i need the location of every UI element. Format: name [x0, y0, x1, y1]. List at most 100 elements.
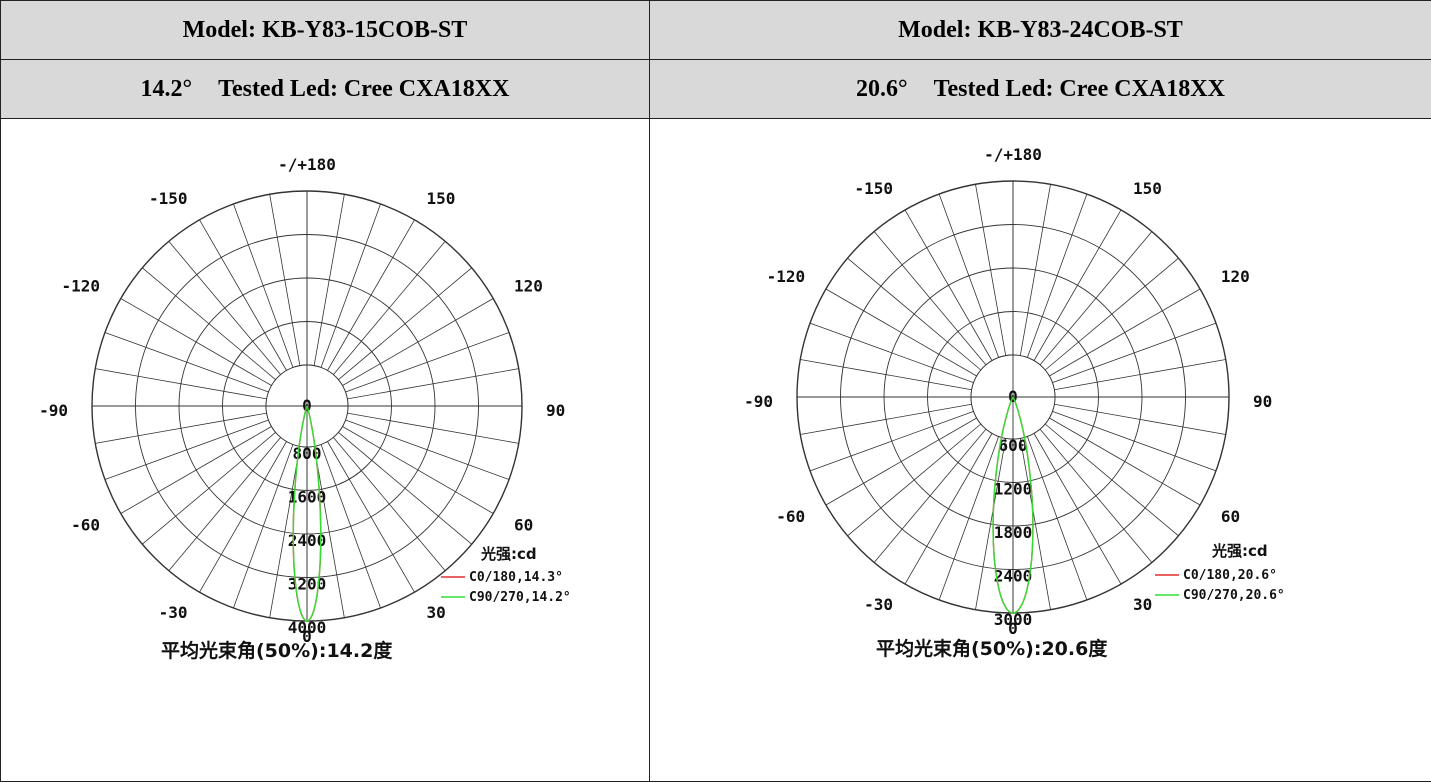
model-cell-2: Model: KB-Y83-24COB-ST — [649, 0, 1431, 60]
chart-cell-2: -/+180 -150 150 -120 120 -90 90 -60 60 -30 30 0 0 600… — [649, 118, 1431, 782]
grid-spoke — [233, 444, 294, 609]
chart-cell-1: -/+180 -150 150 -120 120 -90 90 -60 60 -30 30 0 0 800… — [0, 118, 650, 782]
intensity-unit-label: 光强:cd — [1211, 542, 1268, 560]
grid-spoke — [1019, 438, 1051, 610]
grid-spoke — [269, 446, 301, 618]
chart-row: -/+180 -150 150 -120 120 -90 90 -60 60 -30 30 0 0 800… — [0, 118, 1431, 782]
grid-spoke — [1049, 417, 1201, 506]
grid-spoke — [104, 332, 269, 393]
grid-spoke — [347, 368, 519, 400]
grid-spoke — [233, 203, 294, 368]
grid-spoke — [873, 231, 987, 366]
grid-spoke — [809, 410, 974, 472]
angle-label: -30 — [864, 595, 893, 614]
radial-tick-label: 0 — [302, 396, 312, 415]
radial-tick-label: 600 — [999, 436, 1028, 455]
grid-spoke — [327, 441, 415, 593]
grid-spoke — [342, 298, 494, 386]
angle-label: -60 — [776, 507, 805, 526]
grid-spoke — [1044, 257, 1179, 371]
radial-tick-label: 3000 — [994, 610, 1033, 629]
angle-label: 0 — [1008, 619, 1018, 638]
grid-spoke — [873, 428, 987, 563]
grid-spoke — [168, 241, 281, 375]
grid-spoke — [1026, 193, 1088, 358]
grid-spoke — [975, 184, 1007, 356]
radial-tick-label: 0 — [1008, 387, 1018, 406]
grid-spoke — [338, 267, 472, 380]
angle-label: -/+180 — [984, 145, 1042, 164]
grid-spoke — [333, 241, 446, 375]
grid-spoke — [347, 412, 519, 444]
angle-label: -120 — [61, 277, 100, 296]
grid-spoke — [1026, 436, 1088, 601]
grid-spoke — [168, 437, 281, 571]
grid-spoke — [345, 419, 510, 480]
grid-spoke — [904, 209, 993, 361]
grid-spoke — [825, 417, 977, 506]
angle-label: 30 — [1133, 595, 1152, 614]
grid-spoke — [1052, 410, 1217, 472]
polar-chart-1: -/+180 -150 150 -120 120 -90 90 -60 60 -30 30 0 0 800… — [39, 155, 571, 662]
beam-lobe-c90 — [292, 405, 322, 622]
grid-spoke — [320, 203, 381, 368]
grid-spoke — [1052, 322, 1217, 384]
grid-spoke — [938, 193, 1000, 358]
angle-label: -90 — [744, 392, 773, 411]
beam-lobe-c90 — [992, 396, 1034, 614]
grid-spoke — [904, 433, 993, 585]
grid-spoke — [120, 298, 272, 386]
grid-spoke — [809, 322, 974, 384]
grid-spoke — [1054, 359, 1226, 391]
legend-label: C90/270,14.2° — [469, 590, 571, 605]
angle-label: -90 — [39, 401, 68, 420]
angle-label: 60 — [514, 516, 533, 535]
grid-spoke — [199, 441, 287, 593]
grid-spoke — [1049, 288, 1201, 377]
angle-label: 90 — [1253, 392, 1272, 411]
grid-spoke — [333, 437, 446, 571]
grid-spoke — [345, 332, 510, 393]
grid-spoke — [313, 446, 345, 618]
grid-spoke — [199, 219, 287, 371]
angle-label: 60 — [1221, 507, 1240, 526]
beam-angle-label: 14.2° — [140, 75, 193, 102]
grid-spoke — [800, 359, 972, 391]
grid-spoke — [1044, 423, 1179, 537]
beam-angle-caption: 平均光束角(50%):14.2度 — [161, 639, 393, 662]
subtitle-cell-1: 14.2° Tested Led: Cree CXA18XX — [0, 59, 650, 119]
polar-chart-2: -/+180-150 150-120 120-90 90-60 60-30 3000600… — [744, 145, 1285, 660]
angle-label: 120 — [1221, 267, 1250, 286]
radial-tick-label: 1800 — [994, 523, 1033, 542]
angle-label: 150 — [427, 189, 456, 208]
grid-spoke — [1019, 184, 1051, 356]
legend-label: C90/270,20.6° — [1183, 588, 1285, 603]
subtitle-cell-2: 20.6° Tested Led: Cree CXA18XX — [649, 59, 1431, 119]
tested-led-label: Tested Led: Cree CXA18XX — [218, 75, 510, 102]
model-cell-1: Model: KB-Y83-15COB-ST — [0, 0, 650, 60]
grid-spoke — [269, 194, 301, 366]
angle-label: 0 — [302, 627, 312, 646]
grid-spoke — [847, 257, 982, 371]
grid-spoke — [1054, 403, 1226, 435]
angle-label: -30 — [159, 603, 188, 622]
angle-label: -150 — [149, 189, 188, 208]
grid-spoke — [800, 403, 972, 435]
grid-spoke — [313, 194, 345, 366]
legend-label: C0/180,20.6° — [1183, 568, 1277, 583]
grid-spoke — [1039, 428, 1153, 563]
grid-spoke — [95, 368, 267, 400]
grid-spoke — [338, 432, 472, 545]
intensity-unit-label: 光强:cd — [480, 545, 537, 563]
grid-spoke — [95, 412, 267, 444]
angle-label: 120 — [514, 277, 543, 296]
grid-spoke — [847, 423, 982, 537]
grid-spoke — [975, 438, 1007, 610]
grid-spoke — [320, 444, 381, 609]
angle-label: 150 — [1133, 179, 1162, 198]
angle-label: 90 — [546, 401, 565, 420]
legend-label: C0/180,14.3° — [469, 570, 563, 585]
subtitle-row: 14.2° Tested Led: Cree CXA18XX 20.6° Teste… — [0, 59, 1431, 119]
